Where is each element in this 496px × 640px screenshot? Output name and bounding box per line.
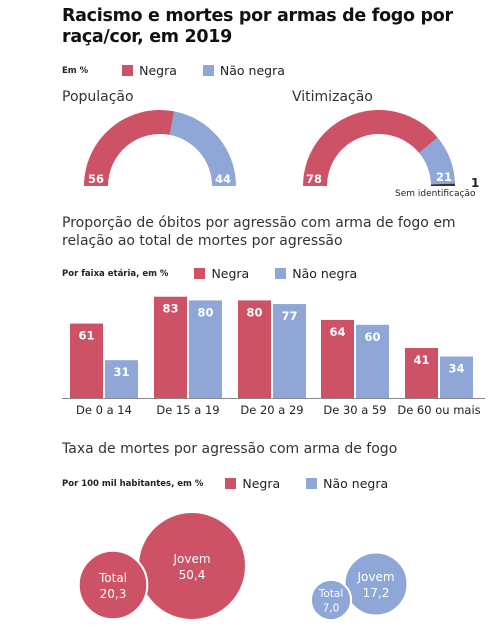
pie-0-slice-1: [169, 111, 236, 186]
bubble-value-1-0: 7,0: [323, 603, 340, 615]
pie-0-label-nao-negra: 44: [215, 172, 231, 186]
legend-item-nao-negra: Não negra: [202, 63, 285, 78]
bar-nao-negra-1: [189, 300, 222, 398]
pie-title-vitimizacao: Vitimização: [292, 89, 373, 105]
pie-1-label-negra: 78: [306, 172, 322, 186]
bar-negra-4: [405, 347, 438, 398]
bubble-label-0-0: Total: [98, 571, 127, 585]
bar-category-label-2: De 20 a 29: [240, 403, 303, 417]
legend-top: Em % Negra Não negra: [62, 63, 311, 78]
bar-category-label-1: De 15 a 19: [156, 403, 219, 417]
pie-1-slice-2: [430, 183, 455, 186]
bar-value-1-0: 31: [113, 365, 129, 379]
chart-title: Racismo e mortes por armas de fogo por r…: [62, 6, 453, 47]
section3-title: Taxa de mortes por agressão com arma de …: [62, 441, 398, 457]
bubble-label-1-0: Total: [318, 588, 344, 600]
pie-1-label-nao-negra: 21: [436, 170, 452, 184]
bar-value-1-3: 60: [364, 330, 380, 344]
bubble-value-0-0: 20,3: [100, 587, 127, 601]
bubble-label-1-1: Jovem: [356, 570, 394, 584]
bar-value-0-1: 83: [162, 302, 178, 316]
sem-identificacao-label: Sem identificação: [395, 189, 476, 199]
bar-nao-negra-2: [273, 304, 306, 398]
bar-category-label-0: De 0 a 14: [76, 403, 132, 417]
bar-value-1-2: 77: [281, 309, 297, 323]
bubble-1-0: [309, 578, 353, 622]
bar-negra-1: [154, 296, 187, 398]
legend-bubbles: Por 100 mil habitantes, em % Negra Não n…: [62, 476, 414, 491]
pie-1-slice-1: [419, 137, 455, 185]
bubble-1-1: [343, 551, 409, 617]
bar-value-0-0: 61: [78, 329, 94, 343]
bubble-0-1: [137, 511, 247, 621]
bar-value-1-1: 80: [197, 305, 213, 319]
bar-category-label-3: De 30 a 59: [323, 403, 386, 417]
legend-label: Por 100 mil habitantes, em %: [62, 478, 204, 489]
pie-0-label-negra: 56: [88, 172, 104, 186]
bubble-value-1-1: 17,2: [363, 586, 390, 600]
bar-nao-negra-3: [356, 324, 389, 398]
section2-title: Proporção de óbitos por agressão com arm…: [62, 215, 456, 249]
bubble-0-0: [77, 549, 149, 621]
legend-item-nao-negra: Não negra: [306, 476, 388, 491]
legend-item-negra: Negra: [194, 266, 249, 281]
bar-value-1-4: 34: [448, 362, 464, 376]
bubble-label-0-1: Jovem: [172, 552, 210, 566]
bar-value-0-2: 80: [246, 305, 262, 319]
bar-negra-2: [238, 300, 271, 398]
legend-label: Em %: [62, 65, 89, 76]
legend-item-negra: Negra: [122, 63, 177, 78]
bar-value-0-4: 41: [413, 353, 429, 367]
legend-item-nao-negra: Não negra: [275, 266, 357, 281]
pie-1-slice-0: [303, 109, 438, 186]
legend-item-negra: Negra: [225, 476, 280, 491]
legend-bars: Por faixa etária, em % Negra Não negra: [62, 266, 383, 281]
bar-value-0-3: 64: [329, 325, 345, 339]
bar-nao-negra-4: [440, 356, 473, 398]
bar-category-label-4: De 60 ou mais: [397, 403, 480, 417]
sem-identificacao-value: 1: [471, 176, 480, 190]
pie-title-populacao: População: [62, 89, 134, 105]
pie-0-slice-0: [84, 110, 175, 186]
bar-negra-3: [321, 319, 354, 398]
bubble-value-0-1: 50,4: [179, 568, 206, 582]
bar-negra-0: [70, 323, 103, 398]
bar-nao-negra-0: [105, 360, 138, 398]
legend-label: Por faixa etária, em %: [62, 268, 169, 279]
